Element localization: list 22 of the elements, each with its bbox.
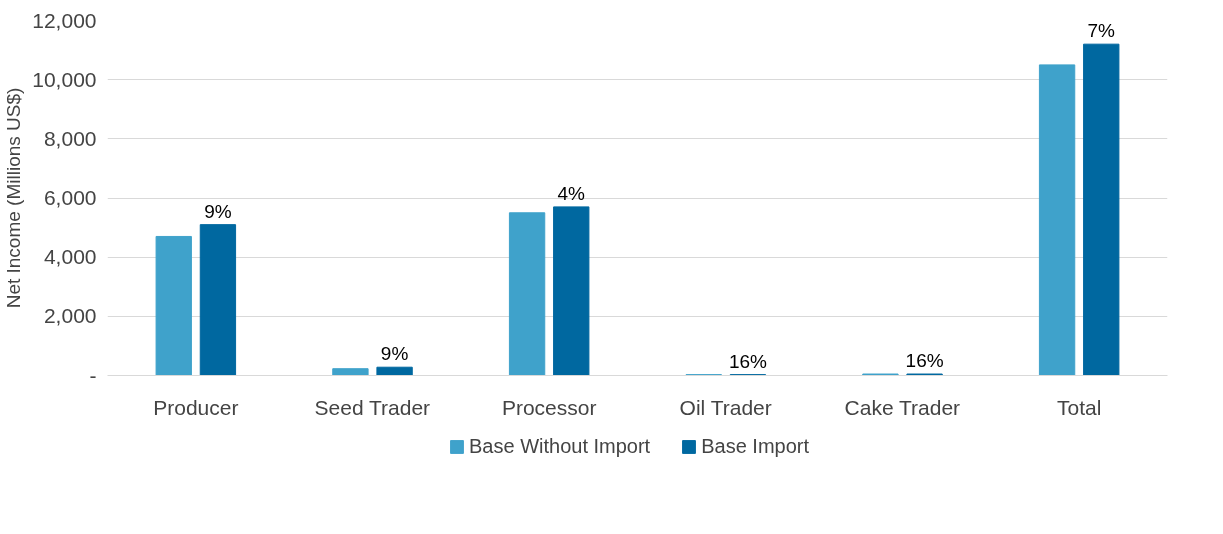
x-tick-label: Oil Trader bbox=[679, 395, 772, 419]
y-tick-label: 6,000 bbox=[43, 186, 97, 209]
y-tick-label: 4,000 bbox=[43, 245, 97, 269]
y-tick-label: - bbox=[89, 363, 97, 387]
annotation: 16% bbox=[905, 350, 944, 372]
x-tick-label: Processor bbox=[501, 395, 597, 419]
annotation: 7% bbox=[1087, 20, 1116, 42]
x-tick-label: Producer bbox=[153, 395, 239, 419]
annotation: 4% bbox=[557, 182, 586, 204]
y-tick-label: 12,000 bbox=[32, 8, 97, 32]
x-tick-label: Seed Trader bbox=[314, 395, 431, 419]
annotation: 9% bbox=[380, 343, 409, 365]
x-tick-label: Total bbox=[1056, 395, 1102, 419]
y-axis-title: Net Income (Millions US$) bbox=[3, 87, 25, 309]
y-tick-label: 8,000 bbox=[43, 126, 97, 150]
annotation: 16% bbox=[728, 350, 768, 372]
y-tick-label: 2,000 bbox=[43, 304, 97, 328]
legend-label: Base Import bbox=[701, 434, 810, 458]
legend-label: Base Without Import bbox=[468, 434, 651, 458]
annotation: 9% bbox=[204, 200, 232, 222]
y-tick-label: 10,000 bbox=[32, 67, 97, 91]
x-tick-label: Cake Trader bbox=[844, 395, 961, 419]
